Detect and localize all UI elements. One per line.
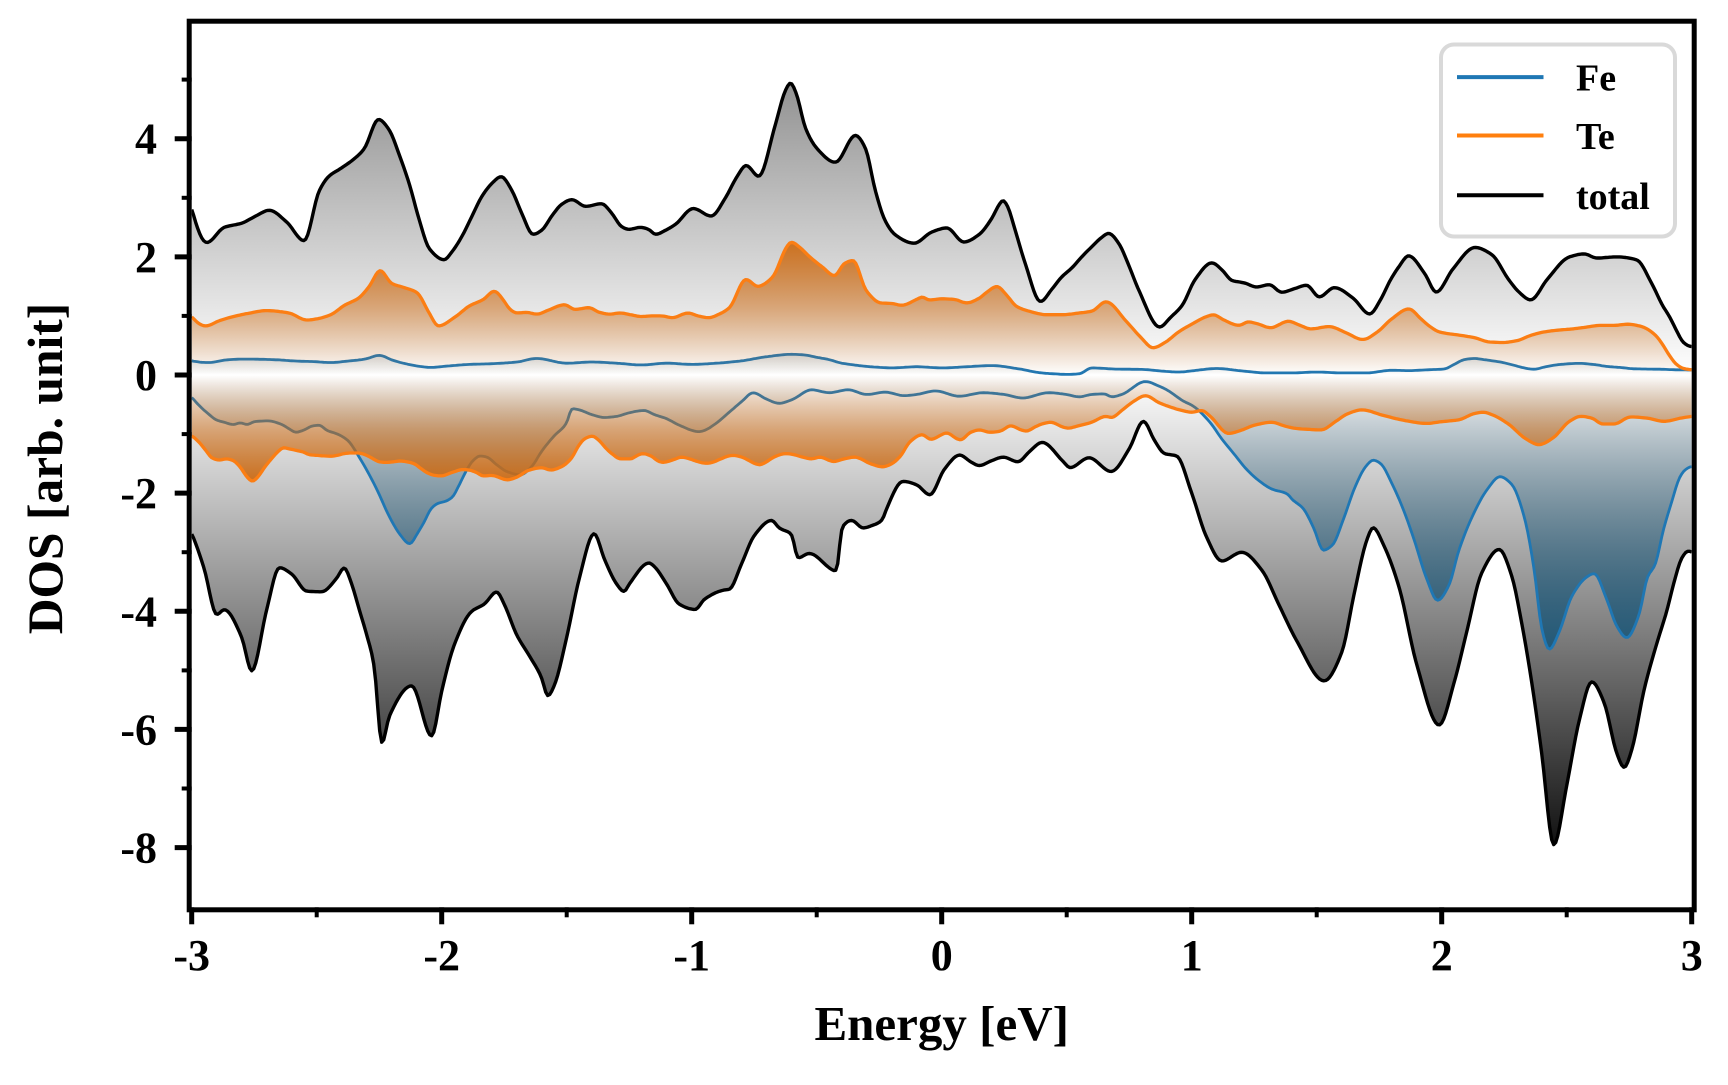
- svg-text:Energy [eV]: Energy [eV]: [814, 996, 1068, 1051]
- svg-text:total: total: [1576, 176, 1650, 218]
- svg-text:Te: Te: [1576, 116, 1615, 158]
- svg-text:-6: -6: [120, 705, 157, 754]
- svg-text:Fe: Fe: [1576, 58, 1616, 100]
- svg-text:4: 4: [135, 115, 157, 164]
- svg-text:-4: -4: [120, 587, 157, 636]
- svg-text:DOS [arb. unit]: DOS [arb. unit]: [18, 303, 73, 634]
- svg-text:-2: -2: [423, 931, 460, 980]
- svg-text:1: 1: [1181, 931, 1203, 980]
- svg-text:2: 2: [135, 233, 157, 282]
- svg-text:2: 2: [1431, 931, 1453, 980]
- svg-text:3: 3: [1681, 931, 1703, 980]
- svg-text:-8: -8: [120, 824, 157, 873]
- svg-text:0: 0: [931, 931, 953, 980]
- svg-text:-3: -3: [173, 931, 210, 980]
- svg-text:-2: -2: [120, 469, 157, 518]
- svg-text:-1: -1: [673, 931, 710, 980]
- svg-text:0: 0: [135, 351, 157, 400]
